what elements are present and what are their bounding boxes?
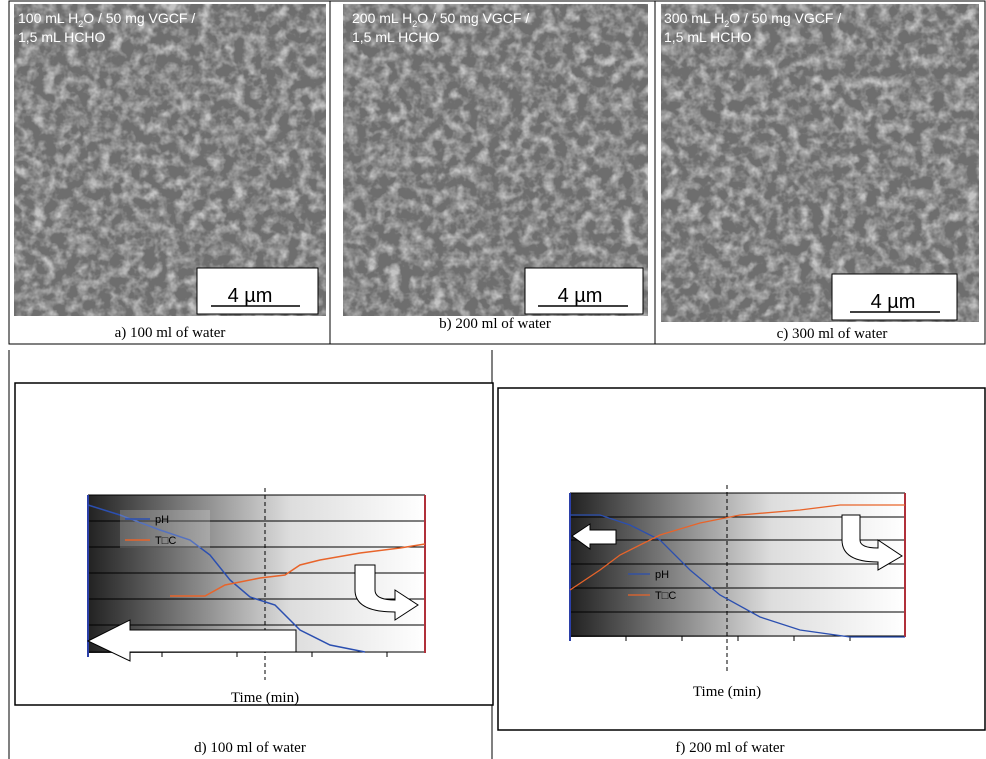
shape: 200 mL H <box>352 10 412 26</box>
caption: f) 200 ml of water <box>675 740 784 756</box>
plot-d: pH T□C Time (min) <box>14 382 494 706</box>
shape: 300 mL H <box>664 10 724 26</box>
legend-label: pH <box>655 569 669 581</box>
panel-b: 200 mL H2O / 50 mg VGCF / 1,5 mL HCHO 4 … <box>329 0 656 345</box>
overlay-text: 1,5 mL HCHO <box>664 29 752 45</box>
panel-a: 100 mL H2O / 50 mg VGCF / 1,5 mL HCHO 4 … <box>8 0 331 345</box>
shape <box>14 4 326 316</box>
panel-c: 300 mL H2O / 50 mg VGCF / 1,5 mL HCHO 4 … <box>654 0 986 345</box>
shape: O / 50 mg VGCF / <box>417 10 529 26</box>
shape: 100 mL H <box>18 10 78 26</box>
shape: O / 50 mg VGCF / <box>83 10 195 26</box>
shape <box>86 619 297 662</box>
overlay-text: 1,5 mL HCHO <box>18 29 106 45</box>
line <box>87 504 366 653</box>
line <box>569 504 905 591</box>
shape: 2 <box>78 19 83 29</box>
caption: c) 300 ml of water <box>777 326 888 342</box>
overlay-text: 200 mL H2O / 50 mg VGCF / <box>352 10 529 29</box>
scale-bar-label: 4 µm <box>558 285 603 307</box>
line <box>170 543 426 597</box>
line <box>570 514 905 638</box>
shape <box>570 492 905 641</box>
caption: b) 200 ml of water <box>439 316 551 332</box>
legend-label: T□C <box>155 535 176 547</box>
shape <box>571 523 617 550</box>
shape: 2 <box>724 19 729 29</box>
overlay-text: 1,5 mL HCHO <box>352 29 440 45</box>
shape <box>343 4 648 316</box>
shape: 2 <box>412 19 417 29</box>
shape: O / 50 mg VGCF / <box>729 10 841 26</box>
overlay-text: 300 mL H2O / 50 mg VGCF / <box>664 10 841 29</box>
scale-bar-label: 4 µm <box>228 285 273 307</box>
x-axis-label: Time (min) <box>231 690 299 706</box>
plot-f: pH T□C Time (min) <box>497 387 986 731</box>
scale-bar-label: 4 µm <box>871 291 916 313</box>
legend-label: T□C <box>655 590 676 602</box>
shape <box>661 4 979 322</box>
shape <box>841 514 903 571</box>
legend-label: pH <box>155 514 169 526</box>
shape <box>354 564 419 621</box>
x-axis-label: Time (min) <box>693 684 761 700</box>
shape <box>120 510 210 548</box>
caption: d) 100 ml of water <box>194 740 306 756</box>
overlay-text: 100 mL H2O / 50 mg VGCF / <box>18 10 195 29</box>
caption: a) 100 ml of water <box>115 325 226 341</box>
